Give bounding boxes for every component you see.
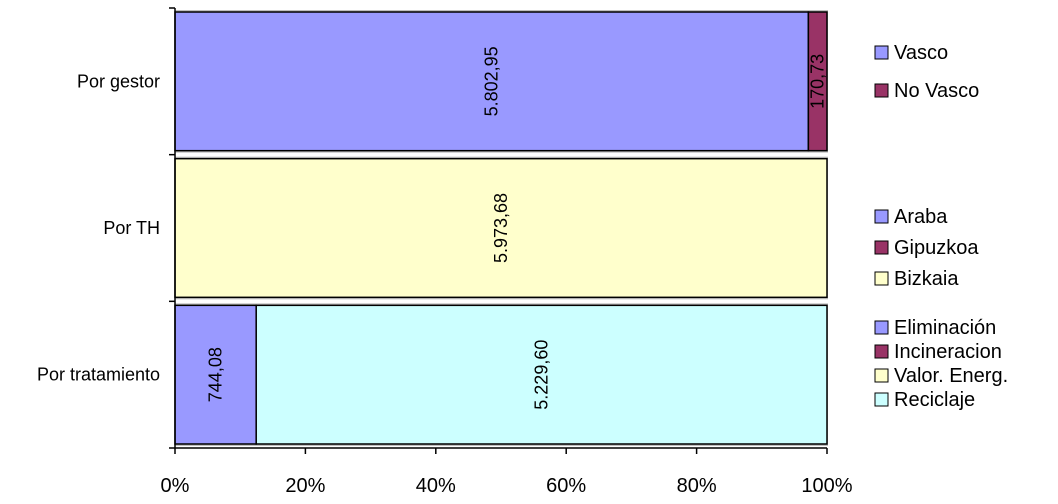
- legend-item-label: Vasco: [894, 42, 948, 64]
- legend-swatch: [874, 344, 889, 359]
- legend-item-label: Gipuzkoa: [894, 237, 979, 259]
- x-tick-label: 100%: [801, 475, 852, 497]
- legend-item-label: Valor. Energ.: [894, 365, 1008, 387]
- legend-swatch: [874, 209, 889, 224]
- legend-swatch: [874, 45, 889, 60]
- bar-segment-eliminaci-n: [174, 304, 257, 445]
- category-label: Por tratamiento: [37, 365, 160, 385]
- category-label: Por gestor: [77, 71, 160, 91]
- x-tick-label: 80%: [677, 475, 717, 497]
- plot-area: 5.802,95 170,73 Por gestor 5.973,68 Por TH 74…: [37, 7, 853, 497]
- bar-segment-no-vasco: [807, 11, 828, 152]
- legend-item-label: No Vasco: [894, 80, 979, 102]
- data-label: 5.973,68: [491, 193, 511, 263]
- legend-swatch: [874, 83, 889, 98]
- legend-swatch: [874, 320, 889, 335]
- legend-swatch: [874, 392, 889, 407]
- legend-swatch: [874, 368, 889, 383]
- x-tick-label: 60%: [546, 475, 586, 497]
- data-label: 5.802,95: [482, 46, 502, 116]
- legend-item-label: Bizkaia: [894, 268, 959, 290]
- legend-item-label: Incineracion: [894, 341, 1002, 363]
- category-label: Por TH: [103, 218, 160, 238]
- legend: Vasco No Vasco Araba Gipuzkoa Bizkaia Elimina…: [874, 42, 1008, 411]
- data-label: 5.229,60: [532, 340, 552, 410]
- data-label: 170,73: [808, 54, 828, 109]
- legend-swatch: [874, 240, 889, 255]
- x-tick-label: 0%: [161, 475, 190, 497]
- bar-segment-bizkaia: [174, 157, 828, 299]
- legend-item-label: Araba: [894, 206, 948, 228]
- legend-item-label: Eliminación: [894, 317, 996, 339]
- x-tick-label: 20%: [285, 475, 325, 497]
- x-tick-label: 40%: [416, 475, 456, 497]
- bar-segment-reciclaje: [255, 304, 828, 445]
- legend-item-label: Reciclaje: [894, 389, 975, 411]
- data-label: 744,08: [206, 347, 226, 402]
- legend-swatch: [874, 271, 889, 286]
